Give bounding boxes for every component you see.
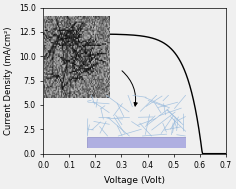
X-axis label: Voltage (Volt): Voltage (Volt) bbox=[104, 176, 165, 185]
Y-axis label: Current Density (mA/cm²): Current Density (mA/cm²) bbox=[4, 26, 13, 135]
